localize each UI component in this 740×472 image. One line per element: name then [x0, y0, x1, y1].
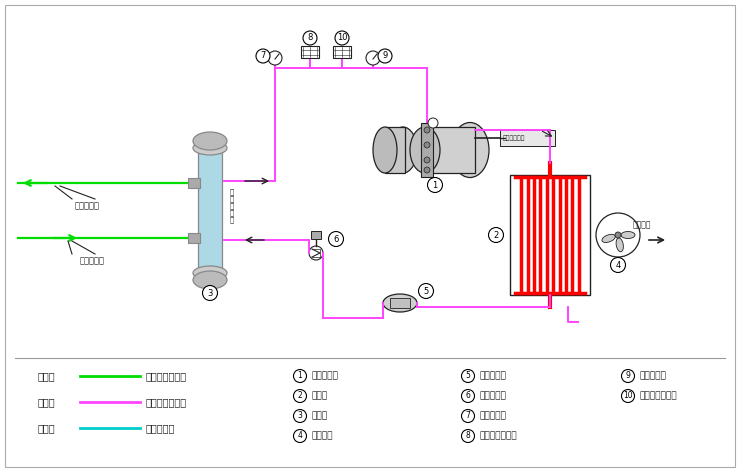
Text: 6: 6: [333, 235, 339, 244]
Circle shape: [294, 370, 306, 382]
Text: 4: 4: [297, 431, 303, 440]
Circle shape: [419, 284, 434, 298]
Text: 3: 3: [207, 288, 212, 297]
Circle shape: [428, 177, 443, 193]
Circle shape: [424, 127, 430, 133]
Ellipse shape: [193, 266, 227, 280]
Text: 8: 8: [465, 431, 471, 440]
Bar: [188, 178, 200, 188]
Circle shape: [622, 370, 634, 382]
Ellipse shape: [389, 127, 417, 173]
Text: 螺杆压缩机: 螺杆压缩机: [311, 371, 338, 380]
Circle shape: [256, 49, 270, 63]
Circle shape: [309, 246, 323, 260]
Bar: [198, 148, 222, 273]
Ellipse shape: [621, 231, 635, 238]
Text: 制冷剂循环回路: 制冷剂循环回路: [146, 397, 187, 407]
Text: 供液膨胀阀: 供液膨胀阀: [479, 391, 506, 401]
Text: 3: 3: [297, 412, 303, 421]
Text: 2: 2: [494, 230, 499, 239]
Ellipse shape: [602, 235, 615, 243]
Circle shape: [329, 231, 343, 246]
Text: 干燥过滤器: 干燥过滤器: [479, 371, 506, 380]
Bar: [510, 175, 590, 295]
Circle shape: [615, 232, 621, 238]
Bar: [311, 231, 321, 239]
Circle shape: [424, 157, 430, 163]
Ellipse shape: [193, 132, 227, 150]
Circle shape: [610, 258, 625, 272]
Ellipse shape: [410, 127, 440, 173]
Text: 载冷剂循环回路: 载冷剂循环回路: [146, 371, 187, 381]
Text: 7: 7: [465, 412, 471, 421]
Text: 2: 2: [297, 391, 303, 401]
Ellipse shape: [193, 271, 227, 289]
Text: 蒸发器: 蒸发器: [311, 412, 327, 421]
Text: 低压压力表: 低压压力表: [479, 412, 506, 421]
Circle shape: [462, 430, 474, 443]
Circle shape: [294, 389, 306, 403]
Text: 4: 4: [616, 261, 621, 270]
Circle shape: [424, 167, 430, 173]
Text: 红色线: 红色线: [38, 397, 56, 407]
Text: 9: 9: [383, 51, 388, 60]
Text: 高压压力控制器: 高压压力控制器: [639, 391, 676, 401]
Text: 水循环回路: 水循环回路: [146, 423, 175, 433]
Circle shape: [428, 118, 438, 128]
Ellipse shape: [383, 294, 417, 312]
Circle shape: [622, 389, 634, 403]
Text: 载冷剂出口: 载冷剂出口: [75, 201, 100, 210]
Text: 1: 1: [297, 371, 303, 380]
Text: 冷凝器: 冷凝器: [311, 391, 327, 401]
Circle shape: [462, 370, 474, 382]
Text: 高压排气管道: 高压排气管道: [503, 135, 525, 141]
Text: 绿色线: 绿色线: [38, 371, 56, 381]
Circle shape: [462, 389, 474, 403]
Ellipse shape: [616, 238, 623, 252]
Text: 高压压力表: 高压压力表: [639, 371, 666, 380]
Bar: [188, 233, 200, 243]
Text: 载冷剂流入: 载冷剂流入: [80, 256, 105, 265]
Circle shape: [303, 31, 317, 45]
Text: 6: 6: [465, 391, 471, 401]
Circle shape: [294, 410, 306, 422]
Circle shape: [378, 49, 392, 63]
Bar: [421, 123, 433, 177]
Ellipse shape: [373, 127, 397, 173]
Circle shape: [366, 51, 380, 65]
Circle shape: [596, 213, 640, 257]
Circle shape: [462, 410, 474, 422]
Circle shape: [424, 142, 430, 148]
Text: 冷却风扇: 冷却风扇: [311, 431, 332, 440]
Ellipse shape: [451, 123, 489, 177]
Bar: [333, 46, 351, 58]
Bar: [425, 127, 475, 173]
Bar: [500, 130, 555, 146]
Text: 1: 1: [432, 180, 437, 189]
Circle shape: [203, 286, 218, 301]
Text: 风向流向: 风向流向: [633, 220, 651, 229]
Text: 8: 8: [307, 34, 313, 42]
Bar: [301, 46, 319, 58]
Text: 7: 7: [260, 51, 266, 60]
Circle shape: [335, 31, 349, 45]
Text: 蓝色线: 蓝色线: [38, 423, 56, 433]
Bar: [385, 127, 405, 173]
Text: 10: 10: [337, 34, 347, 42]
Ellipse shape: [193, 141, 227, 155]
Circle shape: [488, 228, 503, 243]
Text: 低压压力控制器: 低压压力控制器: [479, 431, 517, 440]
Text: 5: 5: [423, 287, 428, 295]
Circle shape: [294, 430, 306, 443]
Text: 载
冷
剂
气
体: 载 冷 剂 气 体: [230, 188, 234, 223]
Text: 10: 10: [623, 391, 633, 401]
Text: 5: 5: [465, 371, 471, 380]
Bar: [390, 298, 410, 308]
Text: 9: 9: [625, 371, 630, 380]
Circle shape: [268, 51, 282, 65]
